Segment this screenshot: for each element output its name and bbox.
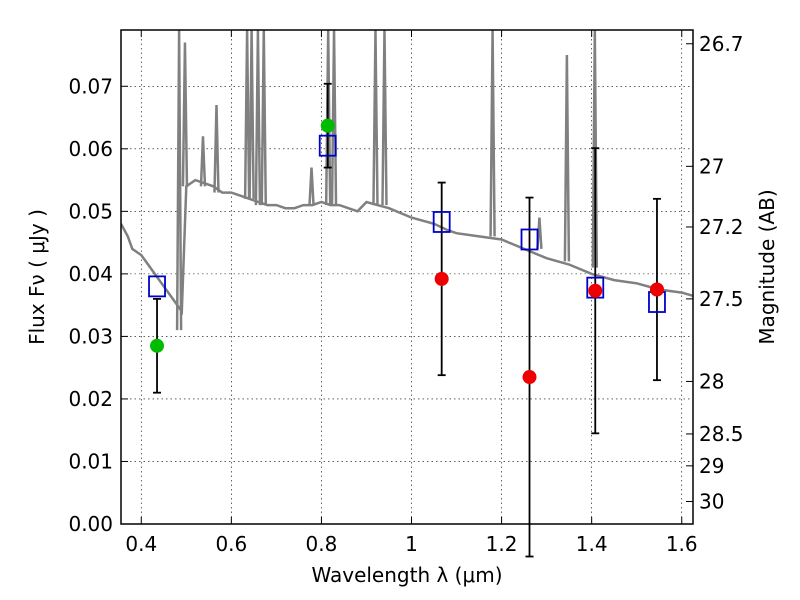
- model-photometry-box: [432, 211, 451, 233]
- y-tick-label: 0.03: [68, 324, 113, 348]
- x-tick-label: 0.8: [306, 532, 338, 556]
- axis-ticks: 0.4 0.6 0.8 1 1.2 1.4 1.6 0.00 0.01 0.02 0.03 0.04 0…: [68, 30, 744, 556]
- x-axis-label: Wavelength λ (μm): [311, 563, 502, 587]
- y-axis-label: Flux Fν ( μJy ): [25, 209, 49, 345]
- y-tick-label: 0.07: [68, 74, 113, 98]
- mag-tick-label: 27.2: [699, 215, 744, 239]
- emission-line: [175, 30, 183, 331]
- x-tick-label: 1: [405, 532, 418, 556]
- emission-line: [213, 105, 220, 193]
- mag-tick-label: 28.5: [699, 422, 744, 446]
- x-tick-label: 0.4: [125, 532, 157, 556]
- emission-line: [260, 30, 268, 206]
- plot-area: [121, 30, 693, 558]
- y-tick-label: 0.06: [68, 137, 113, 161]
- mag-tick-label: 30: [699, 489, 724, 513]
- emission-line: [243, 30, 251, 199]
- model-photometry-box: [520, 228, 539, 251]
- emission-line: [372, 30, 379, 206]
- mag-tick-label: 29: [699, 454, 724, 478]
- observed-point-red: [434, 271, 449, 286]
- y-tick-label: 0.00: [68, 512, 113, 536]
- x-tick-label: 1.4: [576, 532, 608, 556]
- model-photometry-box: [318, 134, 337, 157]
- emission-line: [199, 136, 207, 187]
- x-tick-label: 0.6: [215, 532, 247, 556]
- mag-tick-label: 28: [699, 369, 724, 393]
- mag-tick-label: 26.7: [699, 32, 744, 56]
- emission-line: [563, 55, 571, 262]
- y-axis-right-label: Magnitude (AB): [755, 189, 779, 344]
- observed-point-red: [522, 370, 537, 385]
- y-tick-label: 0.04: [68, 262, 113, 286]
- emission-line: [248, 30, 255, 199]
- x-tick-label: 1.2: [486, 532, 518, 556]
- observed-point-green: [150, 338, 165, 353]
- observed-point-red: [588, 283, 603, 298]
- emission-line: [181, 42, 189, 187]
- emission-line: [330, 30, 338, 206]
- mag-tick-label: 27.5: [699, 287, 744, 311]
- emission-line: [381, 30, 388, 206]
- emission-line: [254, 30, 262, 206]
- y-tick-label: 0.01: [68, 449, 113, 473]
- observed-point-green: [320, 118, 335, 133]
- x-tick-label: 1.6: [666, 532, 698, 556]
- model-spectrum-group: [121, 30, 693, 331]
- observed-point-red: [649, 282, 664, 297]
- mag-tick-label: 27: [699, 154, 724, 178]
- model-spectrum-line: [121, 178, 693, 316]
- y-tick-label: 0.05: [68, 199, 113, 223]
- emission-line: [308, 167, 315, 206]
- emission-line: [489, 30, 496, 237]
- plot-frame: [120, 29, 694, 525]
- y-tick-label: 0.02: [68, 387, 113, 411]
- model-photometry-box: [148, 275, 166, 298]
